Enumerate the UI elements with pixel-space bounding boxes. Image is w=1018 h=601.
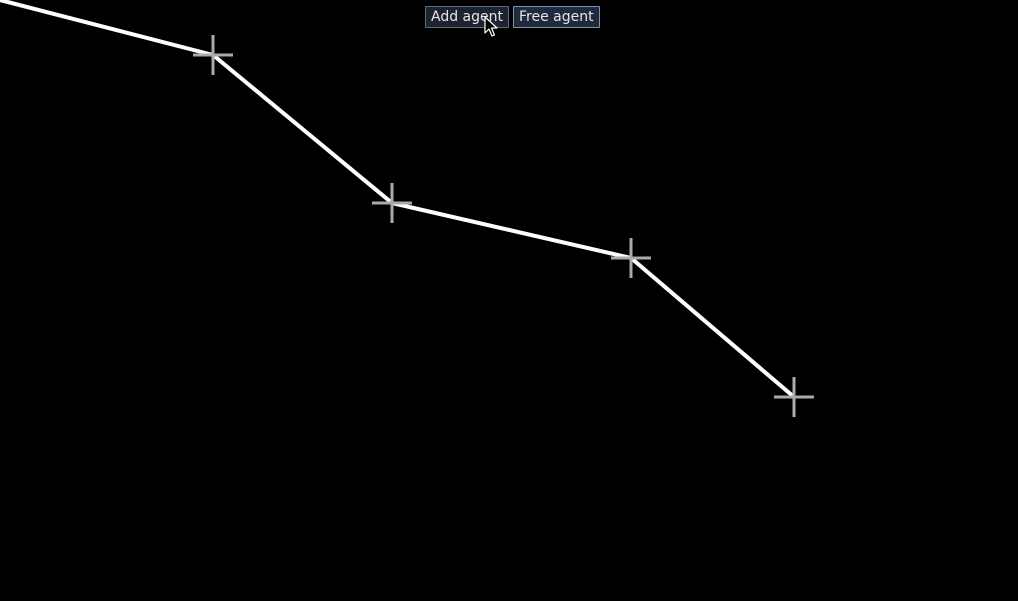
waypoint-crosshair-icon[interactable]: [611, 238, 651, 278]
waypoint-crosshair-icon[interactable]: [193, 35, 233, 75]
waypoint-crosshair-icon[interactable]: [774, 377, 814, 417]
waypoint-crosshair-icon[interactable]: [372, 183, 412, 223]
mouse-pointer-icon: [484, 16, 498, 37]
path-segment: [629, 256, 796, 399]
path-segment: [211, 53, 394, 205]
waypoint-layer: [193, 35, 814, 417]
agent-toolbar: Add agent Free agent: [425, 6, 600, 28]
path-segment: [390, 201, 633, 260]
free-agent-button[interactable]: Free agent: [513, 6, 600, 28]
path-layer: [0, 0, 796, 399]
path-segment: [0, 0, 215, 57]
